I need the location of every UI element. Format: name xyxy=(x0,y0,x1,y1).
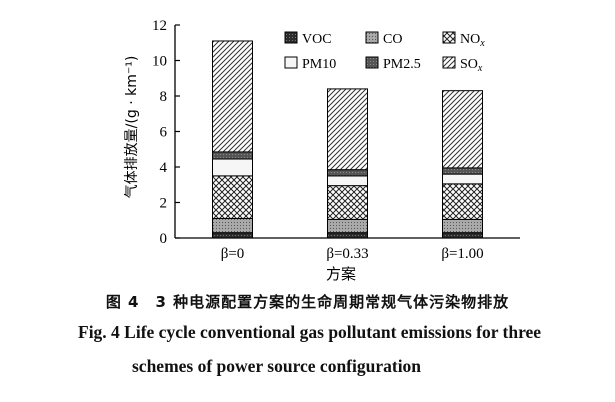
legend-label: CO xyxy=(383,32,402,47)
x-tick-label: β=1.00 xyxy=(441,246,483,262)
legend-swatch xyxy=(365,31,379,44)
legend-swatch xyxy=(365,56,379,69)
legend-label: PM10 xyxy=(302,57,336,72)
bar-segment-co xyxy=(327,218,368,234)
bar-segment-co xyxy=(442,218,483,234)
y-axis-label: 气体排放量/(g · km⁻¹) xyxy=(124,56,140,199)
stacked-bar-chart: 0 2 4 6 8 10 12 β=0 β=0.33 β=1.00 VOC CO NOx PM10 PM… xyxy=(124,18,520,283)
x-axis-label: 方案 xyxy=(326,265,356,283)
bar-segment-pm25 xyxy=(327,169,368,177)
legend-swatch xyxy=(442,56,456,69)
legend-label: PM2.5 xyxy=(383,57,421,72)
figure-caption-english-line1: Fig. 4 Life cycle conventional gas pollu… xyxy=(78,322,542,342)
legend-swatch xyxy=(284,56,298,69)
bar-segment-nox xyxy=(442,183,483,220)
x-tick-label: β=0.33 xyxy=(326,246,368,262)
x-tick-label: β=0 xyxy=(221,246,245,262)
y-tick-label: 6 xyxy=(160,125,168,141)
bar-segment-sox xyxy=(327,88,368,171)
legend-swatch xyxy=(284,31,298,44)
bar-segment-voc xyxy=(212,232,253,239)
bar-segment-pm25 xyxy=(442,167,483,175)
bar-segment-nox xyxy=(212,175,253,219)
y-tick-label: 12 xyxy=(152,18,167,34)
legend-label: NOx xyxy=(460,32,485,49)
figure-caption-english-line2: schemes of power source configuration xyxy=(132,356,422,376)
bar-segment-sox xyxy=(442,90,483,169)
y-tick-label: 8 xyxy=(160,89,168,105)
x-tick-labels: β=0 β=0.33 β=1.00 xyxy=(221,246,484,262)
bar-segment-voc xyxy=(442,232,483,239)
legend-label: SOx xyxy=(460,57,483,74)
y-tick-label: 0 xyxy=(160,231,168,247)
bar-segment-sox xyxy=(212,40,253,153)
legend: VOC CO NOx PM10 PM2.5 SOx xyxy=(284,31,485,74)
y-tick-label: 10 xyxy=(152,54,167,70)
legend-label: VOC xyxy=(302,32,332,47)
bar-segment-pm25 xyxy=(212,151,253,160)
bar-segment-pm10 xyxy=(327,175,368,187)
figure-caption-chinese: 图 4 3 种电源配置方案的生命周期常规气体污染物排放 xyxy=(105,293,510,311)
y-tick-label: 2 xyxy=(160,196,168,212)
bar-segment-nox xyxy=(327,185,368,220)
bars xyxy=(212,40,483,239)
legend-swatch xyxy=(442,31,456,44)
bar-segment-voc xyxy=(327,232,368,239)
bar-segment-co xyxy=(212,217,253,234)
bar-segment-pm10 xyxy=(212,158,253,177)
bar-segment-pm10 xyxy=(442,173,483,185)
y-tick-label: 4 xyxy=(160,160,168,176)
